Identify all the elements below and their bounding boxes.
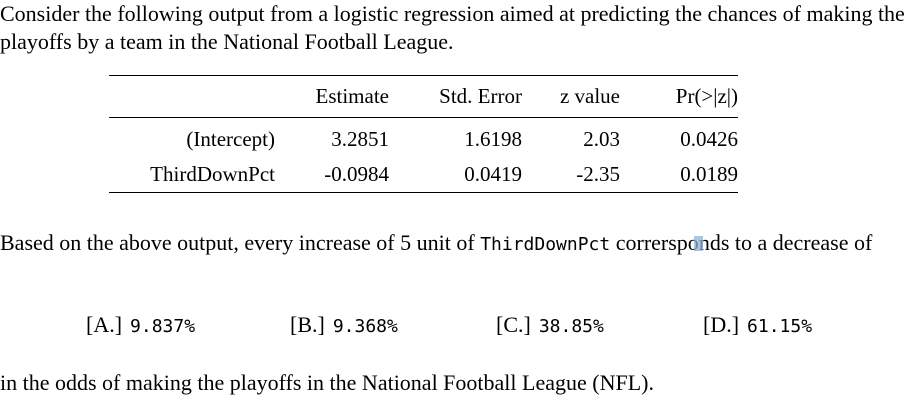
option-label: [B.] bbox=[290, 312, 325, 337]
option-d[interactable]: [D.] 61.15% bbox=[703, 312, 812, 338]
row-term: ThirdDownPct bbox=[150, 161, 275, 186]
option-value: 61.15% bbox=[747, 316, 813, 337]
row-estimate: 3.2851 bbox=[331, 127, 389, 151]
option-label: [A.] bbox=[86, 312, 123, 337]
question-text-after: nds to a decrease of bbox=[698, 230, 873, 255]
option-c[interactable]: [C.] 38.85% bbox=[496, 312, 604, 338]
row-z-value: -2.35 bbox=[576, 161, 620, 186]
row-estimate: -0.0984 bbox=[324, 161, 389, 186]
option-value: 9.837% bbox=[130, 316, 196, 337]
header-z-value: z value bbox=[559, 84, 620, 108]
table-row: ThirdDownPct -0.0984 0.0419 -2.35 0.0189 bbox=[109, 156, 738, 193]
header-estimate: Estimate bbox=[315, 84, 389, 108]
question-text-before: Based on the above output, every increas… bbox=[0, 230, 475, 255]
row-std-error: 0.0419 bbox=[464, 161, 522, 186]
option-label: [D.] bbox=[703, 312, 740, 337]
header-p-value: Pr(>|z|) bbox=[675, 84, 738, 108]
closing-text: in the odds of making the playoffs in th… bbox=[0, 370, 654, 395]
table-header-row: Estimate Std. Error z value Pr(>|z|) bbox=[109, 75, 738, 118]
intro-text: Consider the following output from a log… bbox=[0, 1, 905, 54]
regression-table: Estimate Std. Error z value Pr(>|z|) (In… bbox=[109, 75, 738, 193]
answer-options: [A.] 9.837% [B.] 9.368% [C.] 38.85% [D.] 61.… bbox=[0, 312, 919, 342]
row-term: (Intercept) bbox=[186, 127, 275, 151]
header-std-error: Std. Error bbox=[439, 84, 522, 108]
option-b[interactable]: [B.] 9.368% bbox=[290, 312, 398, 338]
question-text: Based on the above output, every increas… bbox=[0, 229, 915, 259]
option-value: 9.368% bbox=[332, 316, 398, 337]
row-z-value: 2.03 bbox=[583, 127, 620, 151]
text-cursor bbox=[693, 236, 703, 251]
table-row: (Intercept) 3.2851 1.6198 2.03 0.0426 bbox=[109, 118, 738, 157]
header-blank bbox=[109, 76, 275, 118]
question-variable: ThirdDownPct bbox=[480, 234, 611, 255]
option-a[interactable]: [A.] 9.837% bbox=[86, 312, 195, 338]
row-p-value: 0.0426 bbox=[680, 127, 738, 151]
row-std-error: 1.6198 bbox=[464, 127, 522, 151]
option-value: 38.85% bbox=[538, 316, 604, 337]
row-p-value: 0.0189 bbox=[680, 161, 738, 186]
option-label: [C.] bbox=[496, 312, 531, 337]
question-text-mid: correrspo bbox=[615, 230, 699, 255]
